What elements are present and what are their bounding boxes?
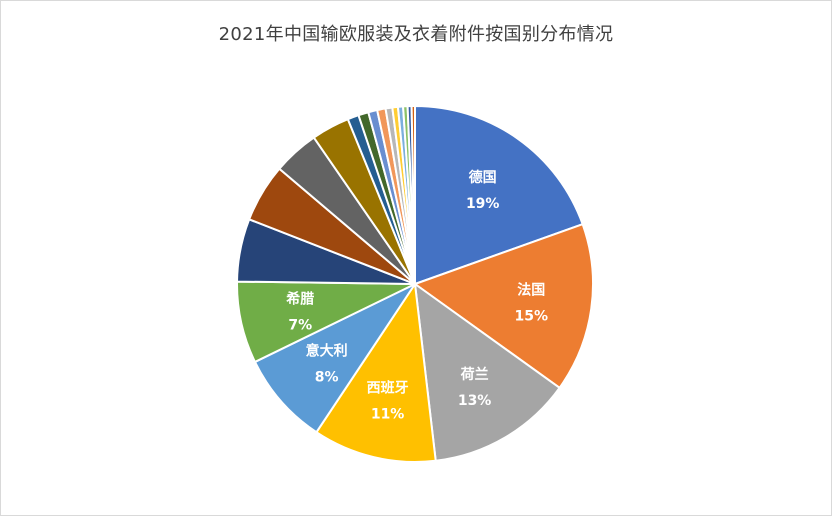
chart-title: 2021年中国输欧服装及衣着附件按国别分布情况 bbox=[218, 24, 614, 45]
slice-label-name: 荷兰 bbox=[460, 366, 489, 383]
pie-labels: 德国 19% 法国 15% 荷兰 13% 西班牙 11% 意大利 8% 希腊 7% bbox=[286, 169, 548, 422]
pie-slice-荷兰 bbox=[414, 283, 561, 462]
pie-slice-法国 bbox=[414, 223, 594, 389]
slice-label-percent: 8% bbox=[315, 369, 339, 385]
pie-slice-other-20 bbox=[410, 104, 416, 285]
pie-slice-德国 bbox=[414, 105, 584, 285]
slice-label-percent: 15% bbox=[515, 308, 549, 324]
slice-label-name: 德国 bbox=[469, 169, 497, 186]
pie-slice-西班牙 bbox=[315, 283, 437, 464]
slice-label-percent: 11% bbox=[371, 406, 405, 422]
pie-slices bbox=[236, 104, 594, 464]
slice-label-name: 法国 bbox=[517, 281, 545, 298]
slice-label-percent: 7% bbox=[288, 318, 312, 334]
slice-label-percent: 13% bbox=[458, 393, 492, 409]
slice-label-name: 意大利 bbox=[306, 342, 348, 359]
pie-slice-意大利 bbox=[253, 283, 416, 434]
slice-label-percent: 19% bbox=[466, 196, 500, 212]
slice-label-name: 希腊 bbox=[286, 291, 314, 308]
slice-label-name: 西班牙 bbox=[367, 379, 409, 396]
